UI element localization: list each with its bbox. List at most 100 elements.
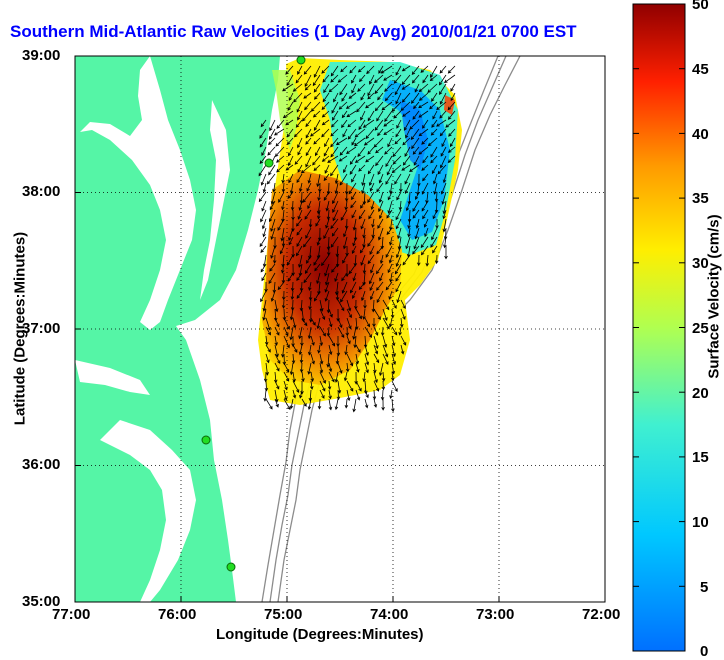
velocity-arrow xyxy=(268,128,276,140)
velocity-arrow xyxy=(279,245,285,255)
velocity-arrow xyxy=(260,290,267,303)
velocity-arrow xyxy=(385,245,393,258)
velocity-arrow xyxy=(379,254,384,265)
velocity-arrow xyxy=(366,65,375,75)
velocity-arrow xyxy=(370,263,375,274)
velocity-arrow xyxy=(405,200,411,212)
velocity-arrow xyxy=(395,218,402,230)
velocity-arrow xyxy=(274,353,281,365)
velocity-arrow xyxy=(313,290,321,302)
y-tick-label: 36:00 xyxy=(22,456,61,473)
velocity-arrow xyxy=(258,164,267,177)
velocity-arrow xyxy=(397,227,402,240)
velocity-arrow xyxy=(313,254,321,266)
velocity-arrow xyxy=(272,254,277,264)
velocity-arrow xyxy=(398,326,402,336)
velocity-arrow xyxy=(274,335,278,347)
velocity-arrow xyxy=(277,281,285,291)
velocity-arrow xyxy=(373,326,379,336)
velocity-arrow xyxy=(367,83,375,97)
velocity-arrow xyxy=(323,227,330,240)
velocity-arrow xyxy=(418,92,429,101)
velocity-arrow xyxy=(328,308,333,318)
velocity-arrow xyxy=(305,146,312,157)
velocity-arrow xyxy=(381,101,393,111)
velocity-arrow xyxy=(287,191,294,199)
velocity-arrow xyxy=(264,380,269,392)
velocity-arrow xyxy=(355,308,362,320)
velocity-arrow xyxy=(352,272,357,282)
velocity-arrow xyxy=(276,155,285,163)
velocity-arrow xyxy=(287,101,294,111)
velocity-arrow xyxy=(373,335,379,350)
velocity-arrow xyxy=(359,74,366,83)
velocity-arrow xyxy=(282,290,286,301)
velocity-arrow xyxy=(346,335,351,345)
radar-station-marker xyxy=(264,158,274,168)
velocity-arrow xyxy=(312,110,321,118)
velocity-arrow xyxy=(424,227,429,238)
velocity-arrow xyxy=(321,155,330,162)
velocity-arrow xyxy=(422,209,429,220)
velocity-arrow xyxy=(260,263,267,273)
velocity-arrow xyxy=(369,290,375,301)
velocity-arrow xyxy=(351,173,357,183)
velocity-arrow xyxy=(371,218,375,228)
velocity-arrow xyxy=(292,371,296,383)
velocity-arrow xyxy=(349,65,357,74)
velocity-arrow xyxy=(332,209,339,222)
velocity-arrow xyxy=(358,281,366,290)
velocity-arrow xyxy=(324,137,330,148)
velocity-arrow xyxy=(404,146,411,157)
velocity-arrow xyxy=(378,65,384,74)
y-axis-label: Latitude (Degrees:Minutes) xyxy=(11,231,29,426)
velocity-arrow xyxy=(396,119,402,129)
velocity-arrow xyxy=(283,362,290,373)
velocity-arrow xyxy=(259,128,267,139)
velocity-arrow xyxy=(425,254,430,267)
velocity-arrow xyxy=(276,119,285,129)
velocity-arrow xyxy=(444,245,448,260)
velocity-arrow xyxy=(348,92,357,99)
velocity-arrow xyxy=(360,200,366,209)
velocity-arrow xyxy=(319,326,326,337)
velocity-arrow xyxy=(427,83,438,93)
velocity-arrow xyxy=(317,209,321,220)
velocity-arrow xyxy=(378,200,384,213)
velocity-arrow xyxy=(324,281,330,293)
velocity-arrow xyxy=(401,83,411,90)
velocity-arrow xyxy=(330,128,339,137)
velocity-arrow xyxy=(332,200,339,213)
velocity-arrow xyxy=(283,389,288,401)
velocity-arrow xyxy=(335,290,340,301)
velocity-arrow xyxy=(326,236,331,251)
velocity-arrow xyxy=(431,164,438,175)
velocity-arrow xyxy=(418,128,429,137)
velocity-arrow xyxy=(304,209,312,220)
velocity-arrow xyxy=(411,92,420,104)
velocity-arrow xyxy=(434,191,439,203)
velocity-arrow xyxy=(274,344,279,358)
velocity-arrow xyxy=(287,155,294,167)
velocity-arrow xyxy=(296,245,303,257)
velocity-arrow xyxy=(363,299,367,309)
velocity-arrow xyxy=(346,110,357,118)
velocity-arrow xyxy=(339,83,348,96)
colorbar-tick-label: 25 xyxy=(692,320,709,337)
velocity-arrow xyxy=(324,164,330,174)
velocity-arrow xyxy=(400,101,411,111)
velocity-arrow xyxy=(319,308,326,321)
velocity-arrow xyxy=(319,353,324,365)
velocity-arrow xyxy=(450,83,456,92)
velocity-arrow xyxy=(296,227,303,236)
velocity-arrow xyxy=(421,200,429,212)
velocity-arrow xyxy=(381,398,385,411)
velocity-arrow xyxy=(326,209,331,221)
velocity-arrow xyxy=(351,191,357,201)
velocity-arrow xyxy=(321,128,330,138)
velocity-arrow xyxy=(420,236,429,249)
velocity-arrow xyxy=(342,236,348,250)
velocity-arrow xyxy=(395,281,402,293)
velocity-arrow xyxy=(395,209,402,221)
velocity-arrow xyxy=(307,173,312,184)
